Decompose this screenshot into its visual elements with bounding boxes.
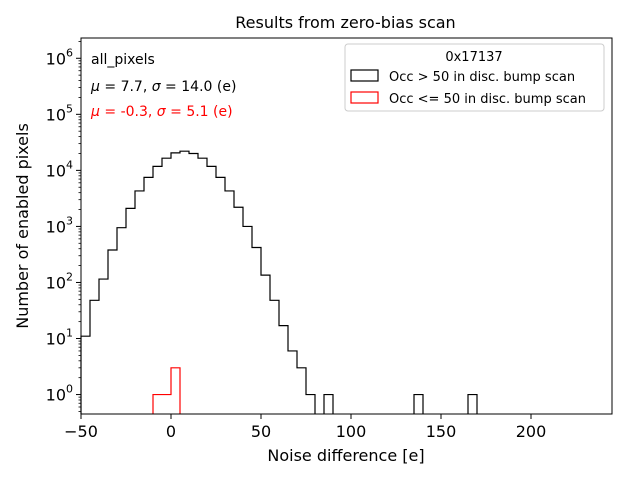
stats-unit: (e) bbox=[213, 104, 233, 120]
mu-value: 7.7 bbox=[121, 79, 143, 95]
stats-annotations: all_pixels μ = 7.7, σ = 14.0 (e) μ = -0.… bbox=[90, 52, 236, 120]
x-axis-ticks: −50 0 50 100 150 200 bbox=[64, 414, 546, 441]
x-tick-label: 100 bbox=[336, 422, 367, 441]
chart-title: Results from zero-bias scan bbox=[235, 13, 455, 32]
annotation-stats-low-occ: μ = -0.3, σ = 5.1 (e) bbox=[90, 104, 233, 120]
y-tick-exponent: 2 bbox=[66, 270, 73, 283]
legend-title: 0x17137 bbox=[445, 50, 502, 65]
y-tick-base: 10 bbox=[46, 161, 66, 180]
histogram-series-1 bbox=[152, 367, 181, 414]
sigma-symbol: σ bbox=[157, 104, 167, 120]
x-tick-label: 50 bbox=[251, 422, 271, 441]
y-tick-label: 102 bbox=[46, 270, 73, 292]
y-axis-label: Number of enabled pixels bbox=[13, 123, 32, 329]
y-tick-exponent: 5 bbox=[66, 102, 73, 115]
y-tick-label: 105 bbox=[46, 102, 73, 124]
y-tick-base: 10 bbox=[46, 273, 66, 292]
legend-label-occ-high: Occ > 50 in disc. bump scan bbox=[389, 70, 575, 85]
sigma-equals: = bbox=[166, 104, 187, 120]
mu-equals: = bbox=[100, 104, 121, 120]
stats-separator: , bbox=[148, 104, 157, 120]
legend: 0x17137 Occ > 50 in disc. bump scan Occ … bbox=[344, 43, 605, 112]
stats-unit: (e) bbox=[217, 79, 237, 95]
sigma-value: 5.1 bbox=[186, 104, 208, 120]
stats-separator: , bbox=[143, 79, 152, 95]
legend-swatch-occ-high bbox=[350, 69, 379, 82]
legend-frame bbox=[344, 43, 605, 112]
y-tick-exponent: 1 bbox=[66, 327, 73, 340]
mu-symbol: μ bbox=[90, 79, 100, 95]
histogram-series-0 bbox=[80, 150, 478, 414]
y-tick-label: 104 bbox=[46, 158, 73, 180]
sigma-equals: = bbox=[161, 79, 182, 95]
mu-equals: = bbox=[100, 79, 121, 95]
y-tick-label: 106 bbox=[46, 46, 73, 68]
legend-label-occ-low: Occ <= 50 in disc. bump scan bbox=[389, 92, 586, 107]
sigma-symbol: σ bbox=[152, 79, 162, 95]
y-tick-label: 103 bbox=[46, 214, 73, 236]
x-tick-label: −50 bbox=[64, 422, 98, 441]
y-tick-exponent: 0 bbox=[66, 383, 73, 396]
annotation-all-pixels: all_pixels bbox=[91, 52, 155, 68]
mu-value: -0.3 bbox=[121, 104, 148, 120]
y-tick-exponent: 6 bbox=[66, 46, 73, 59]
y-tick-base: 10 bbox=[46, 105, 66, 124]
y-tick-base: 10 bbox=[46, 217, 66, 236]
y-tick-exponent: 3 bbox=[66, 214, 73, 227]
x-axis-label: Noise difference [e] bbox=[267, 446, 424, 465]
y-tick-exponent: 4 bbox=[66, 158, 73, 171]
annotation-stats-all: μ = 7.7, σ = 14.0 (e) bbox=[90, 79, 236, 95]
histogram-series bbox=[80, 150, 478, 414]
mu-symbol: μ bbox=[90, 104, 100, 120]
y-tick-base: 10 bbox=[46, 386, 66, 405]
x-tick-label: 0 bbox=[166, 422, 176, 441]
x-tick-label: 200 bbox=[516, 422, 547, 441]
x-tick-label: 150 bbox=[426, 422, 457, 441]
y-tick-base: 10 bbox=[46, 330, 66, 349]
sigma-value: 14.0 bbox=[181, 79, 212, 95]
y-tick-label: 101 bbox=[46, 327, 73, 349]
y-tick-base: 10 bbox=[46, 49, 66, 68]
legend-swatch-occ-low bbox=[350, 91, 379, 104]
y-tick-label: 100 bbox=[46, 383, 73, 405]
